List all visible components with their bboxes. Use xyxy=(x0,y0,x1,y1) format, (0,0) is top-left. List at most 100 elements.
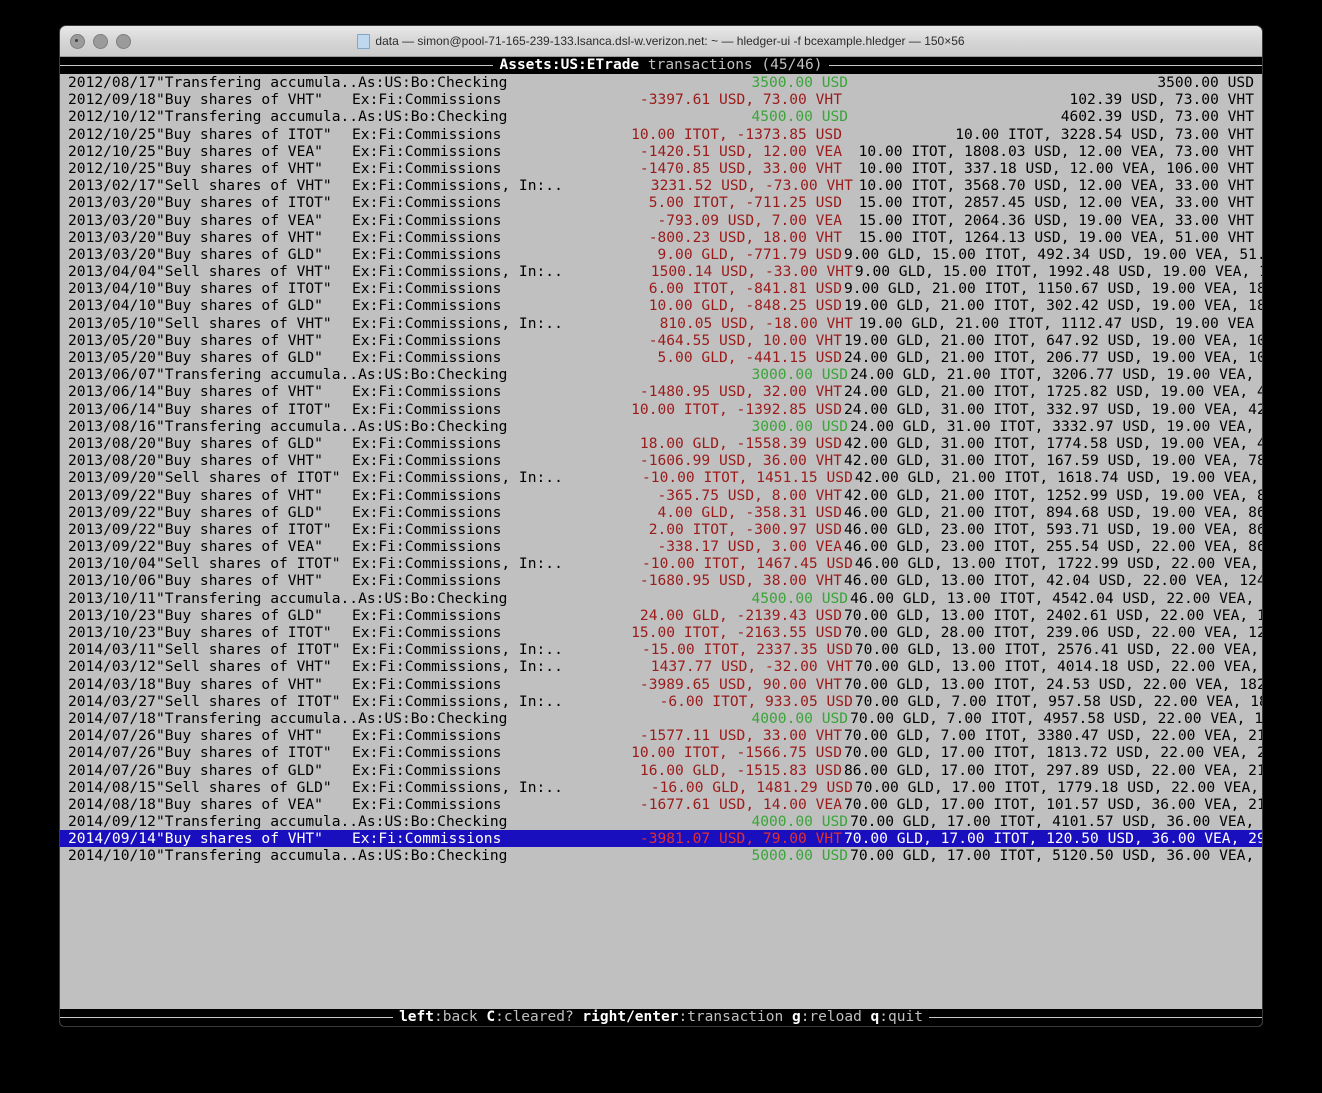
row-balance: 102.39 USD, 73.00 VHT xyxy=(1069,91,1254,109)
table-row[interactable]: 2013/10/06 "Buy shares of VHT" Ex:Fi:Commi… xyxy=(60,572,1262,589)
table-row[interactable]: 2014/09/14 "Buy shares of VHT" Ex:Fi:Commi… xyxy=(60,830,1262,848)
row-account: Ex:Fi:Commissions xyxy=(352,520,502,538)
zoom-button[interactable] xyxy=(116,33,131,49)
row-account: As:US:Bo:Checking xyxy=(358,74,508,91)
table-row[interactable]: 2013/09/22 "Buy shares of ITOT" Ex:Fi:Comm… xyxy=(60,521,1262,538)
table-row[interactable]: 2014/03/27 "Sell shares of ITOT" Ex:Fi:Com… xyxy=(60,693,1262,710)
status-key: g xyxy=(791,1009,801,1025)
table-row[interactable]: 2013/08/20 "Buy shares of VHT" Ex:Fi:Commi… xyxy=(60,452,1262,469)
document-icon xyxy=(357,33,371,49)
row-amount: 4000.00 USD xyxy=(751,709,849,727)
table-row[interactable]: 2014/03/11 "Sell shares of ITOT" Ex:Fi:Com… xyxy=(60,641,1262,658)
row-account: Ex:Fi:Commissions xyxy=(352,744,502,762)
status-key: right/enter xyxy=(582,1009,679,1025)
row-balance: 24.00 GLD, 21.00 ITOT, 3206.77 USD, 19.0… xyxy=(850,366,1255,384)
row-amount: 10.00 ITOT, -1373.85 USD xyxy=(631,125,842,143)
table-row[interactable]: 2013/08/20 "Buy shares of GLD" Ex:Fi:Commi… xyxy=(60,435,1262,452)
row-description: "Buy shares of GLD" xyxy=(156,503,323,521)
table-row[interactable]: 2013/09/20 "Sell shares of ITOT" Ex:Fi:Com… xyxy=(60,469,1262,486)
status-bar: left:back C:cleared? right/enter:transac… xyxy=(60,1009,1262,1026)
table-row[interactable]: 2013/10/04 "Sell shares of ITOT" Ex:Fi:Com… xyxy=(60,555,1262,572)
table-row[interactable]: 2013/10/23 "Buy shares of ITOT" Ex:Fi:Comm… xyxy=(60,624,1262,641)
row-amount: -10.00 ITOT, 1451.15 USD xyxy=(642,469,853,487)
table-row[interactable]: 2014/07/26 "Buy shares of GLD" Ex:Fi:Commi… xyxy=(60,762,1262,779)
table-row[interactable]: 2012/08/17 "Transfering accumula.. As:US:B… xyxy=(60,74,1262,91)
table-row[interactable]: 2013/04/10 "Buy shares of ITOT" Ex:Fi:Comm… xyxy=(60,280,1262,297)
row-account: Ex:Fi:Commissions, In:.. xyxy=(352,263,563,281)
table-row[interactable]: 2014/08/15 "Sell shares of GLD" Ex:Fi:Comm… xyxy=(60,779,1262,796)
minimize-button[interactable] xyxy=(93,33,108,49)
table-row[interactable]: 2013/03/20 "Buy shares of ITOT" Ex:Fi:Comm… xyxy=(60,194,1262,211)
close-button[interactable] xyxy=(70,33,85,49)
row-balance: 10.00 ITOT, 1808.03 USD, 12.00 VEA, 73.0… xyxy=(858,142,1254,160)
row-amount: -10.00 ITOT, 1467.45 USD xyxy=(642,555,853,573)
row-balance: 70.00 GLD, 17.00 ITOT, 120.50 USD, 36.00… xyxy=(844,830,1262,848)
table-row[interactable]: 2013/06/14 "Buy shares of ITOT" Ex:Fi:Comm… xyxy=(60,401,1262,418)
row-amount: -464.55 USD, 10.00 VHT xyxy=(648,331,842,349)
row-account: Ex:Fi:Commissions xyxy=(352,125,502,143)
row-date: 2013/09/20 xyxy=(68,469,156,487)
table-row[interactable]: 2012/10/12 "Transfering accumula.. As:US:B… xyxy=(60,108,1262,125)
row-amount: -1420.51 USD, 12.00 VEA xyxy=(639,142,842,160)
table-row[interactable]: 2013/09/22 "Buy shares of VHT" Ex:Fi:Commi… xyxy=(60,487,1262,504)
row-amount: -1480.95 USD, 32.00 VHT xyxy=(639,383,842,401)
table-row[interactable]: 2014/07/26 "Buy shares of VHT" Ex:Fi:Commi… xyxy=(60,727,1262,744)
row-description: "Buy shares of ITOT" xyxy=(156,400,332,418)
table-row[interactable]: 2012/10/25 "Buy shares of ITOT" Ex:Fi:Comm… xyxy=(60,126,1262,143)
row-amount: -800.23 USD, 18.00 VHT xyxy=(648,228,842,246)
table-row[interactable]: 2012/10/25 "Buy shares of VEA" Ex:Fi:Commi… xyxy=(60,143,1262,160)
table-row[interactable]: 2014/07/18 "Transfering accumula.. As:US:B… xyxy=(60,710,1262,727)
row-balance: 70.00 GLD, 17.00 ITOT, 1813.72 USD, 22.0… xyxy=(844,744,1262,762)
table-row[interactable]: 2014/09/12 "Transfering accumula.. As:US:B… xyxy=(60,813,1262,830)
view-header-bar: Assets:US:ETrade transactions (45/46) xyxy=(60,57,1262,74)
table-row[interactable]: 2013/10/23 "Buy shares of GLD" Ex:Fi:Commi… xyxy=(60,607,1262,624)
table-row[interactable]: 2013/08/16 "Transfering accumula.. As:US:B… xyxy=(60,418,1262,435)
table-row[interactable]: 2013/03/20 "Buy shares of GLD" Ex:Fi:Commi… xyxy=(60,246,1262,263)
terminal-screen: Assets:US:ETrade transactions (45/46) 20… xyxy=(60,57,1262,1026)
row-description: "Buy shares of VEA" xyxy=(156,142,323,160)
table-row[interactable]: 2013/05/20 "Buy shares of GLD" Ex:Fi:Commi… xyxy=(60,349,1262,366)
table-row[interactable]: 2013/04/04 "Sell shares of VHT" Ex:Fi:Comm… xyxy=(60,263,1262,280)
window-controls[interactable] xyxy=(70,33,131,49)
table-row[interactable]: 2013/03/20 "Buy shares of VHT" Ex:Fi:Commi… xyxy=(60,229,1262,246)
row-balance: 4602.39 USD, 73.00 VHT xyxy=(1060,108,1254,126)
table-row[interactable]: 2013/06/14 "Buy shares of VHT" Ex:Fi:Commi… xyxy=(60,383,1262,400)
row-date: 2013/04/10 xyxy=(68,297,156,315)
status-action: quit xyxy=(888,1009,923,1025)
table-row[interactable]: 2013/05/10 "Sell shares of VHT" Ex:Fi:Comm… xyxy=(60,315,1262,332)
table-row[interactable]: 2014/03/18 "Buy shares of VHT" Ex:Fi:Commi… xyxy=(60,676,1262,693)
table-row[interactable]: 2014/10/10 "Transfering accumula.. As:US:B… xyxy=(60,847,1262,864)
table-row[interactable]: 2013/02/17 "Sell shares of VHT" Ex:Fi:Comm… xyxy=(60,177,1262,194)
row-amount: -1680.95 USD, 38.00 VHT xyxy=(639,572,842,590)
status-rule-left xyxy=(60,1017,394,1018)
row-amount: -1577.11 USD, 33.00 VHT xyxy=(639,727,842,745)
table-row[interactable]: 2014/07/26 "Buy shares of ITOT" Ex:Fi:Comm… xyxy=(60,744,1262,761)
table-row[interactable]: 2014/03/12 "Sell shares of VHT" Ex:Fi:Comm… xyxy=(60,658,1262,675)
row-balance: 3500.00 USD xyxy=(1157,74,1254,91)
row-account: Ex:Fi:Commissions, In:.. xyxy=(352,555,563,573)
window-titlebar[interactable]: data — simon@pool-71-165-239-133.lsanca.… xyxy=(60,26,1262,57)
row-balance: 46.00 GLD, 23.00 ITOT, 593.71 USD, 19.00… xyxy=(844,520,1262,538)
table-row[interactable]: 2013/03/20 "Buy shares of VEA" Ex:Fi:Commi… xyxy=(60,212,1262,229)
row-balance: 46.00 GLD, 23.00 ITOT, 255.54 USD, 22.00… xyxy=(844,538,1262,556)
table-row[interactable]: 2013/06/07 "Transfering accumula.. As:US:B… xyxy=(60,366,1262,383)
table-row[interactable]: 2012/10/25 "Buy shares of VHT" Ex:Fi:Commi… xyxy=(60,160,1262,177)
transactions-list[interactable]: 2012/08/17 "Transfering accumula.. As:US:B… xyxy=(60,74,1262,1009)
row-balance: 10.00 ITOT, 337.18 USD, 12.00 VEA, 106.0… xyxy=(858,159,1254,177)
row-balance: 9.00 GLD, 15.00 ITOT, 1992.48 USD, 19.00… xyxy=(854,263,1262,281)
table-row[interactable]: 2013/05/20 "Buy shares of VHT" Ex:Fi:Commi… xyxy=(60,332,1262,349)
table-row[interactable]: 2013/09/22 "Buy shares of VEA" Ex:Fi:Commi… xyxy=(60,538,1262,555)
table-row[interactable]: 2012/09/18 "Buy shares of VHT" Ex:Fi:Commi… xyxy=(60,91,1262,108)
row-description: "Transfering accumula.. xyxy=(156,366,359,384)
row-balance: 10.00 ITOT, 3228.54 USD, 73.00 VHT xyxy=(955,125,1254,143)
table-row[interactable]: 2014/08/18 "Buy shares of VEA" Ex:Fi:Commi… xyxy=(60,796,1262,813)
row-account: Ex:Fi:Commissions xyxy=(352,280,502,298)
row-amount: 10.00 GLD, -848.25 USD xyxy=(648,297,842,315)
row-amount: 4.00 GLD, -358.31 USD xyxy=(657,503,842,521)
table-row[interactable]: 2013/10/11 "Transfering accumula.. As:US:B… xyxy=(60,590,1262,607)
row-date: 2013/05/20 xyxy=(68,349,156,366)
header-title: Assets:US:ETrade transactions (45/46) xyxy=(493,57,828,74)
table-row[interactable]: 2013/09/22 "Buy shares of GLD" Ex:Fi:Commi… xyxy=(60,504,1262,521)
table-row[interactable]: 2013/04/10 "Buy shares of GLD" Ex:Fi:Commi… xyxy=(60,297,1262,314)
row-description: "Sell shares of VHT" xyxy=(156,314,332,332)
